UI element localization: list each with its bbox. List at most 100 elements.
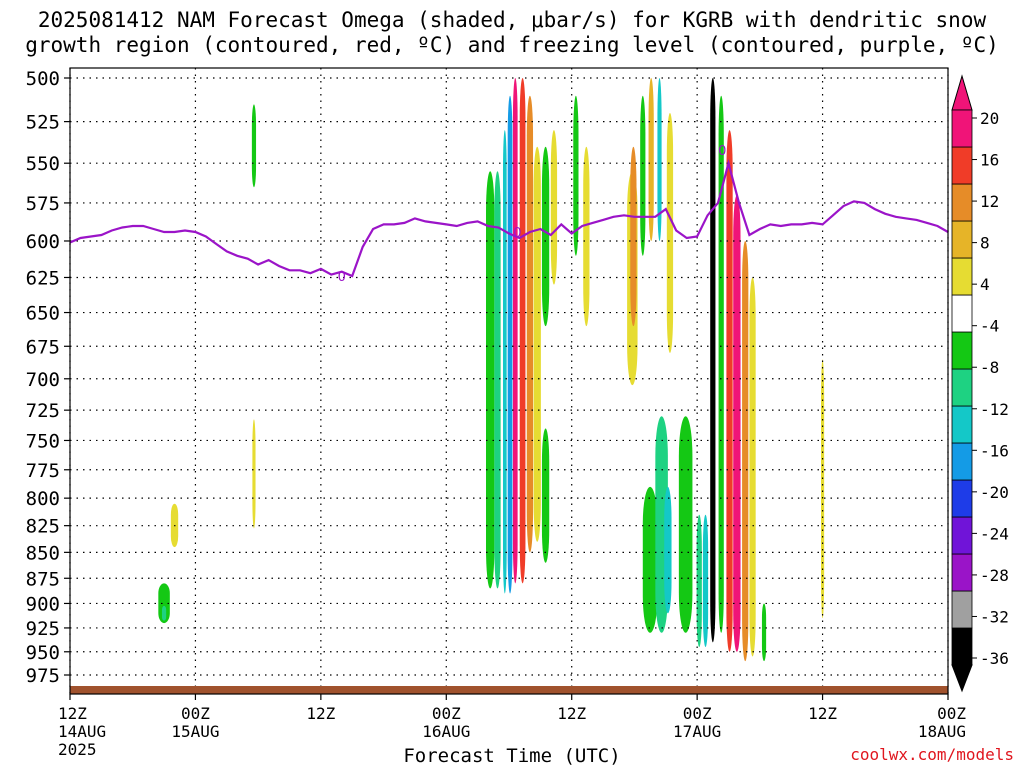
omega-blob — [678, 416, 693, 633]
chart-title-line-1: 2025081412 NAM Forecast Omega (shaded, μ… — [37, 8, 987, 32]
y-tick-label: 975 — [26, 665, 60, 687]
colorbar-label: 8 — [980, 234, 990, 253]
x-tick-label: 17AUG — [673, 722, 721, 741]
omega-blob — [507, 95, 513, 594]
omega-blob — [657, 78, 662, 241]
colorbar-bin — [951, 331, 973, 370]
colorbar-label: -32 — [980, 607, 1009, 626]
freezing-level-label: 0 — [718, 144, 726, 159]
colorbar-label: 16 — [980, 151, 999, 170]
freezing-level-contour: 0 0 0 — [70, 144, 949, 285]
omega-blob — [502, 130, 507, 594]
x-tick-label: 00Z — [432, 704, 461, 723]
omega-blob — [512, 78, 518, 584]
y-tick-label: 850 — [26, 542, 60, 564]
freezing-level-line — [70, 158, 949, 278]
x-tick-label: 14AUG — [58, 722, 106, 741]
omega-blob — [494, 171, 501, 589]
colorbar-label: 4 — [980, 275, 990, 294]
omega-blob — [486, 171, 495, 589]
omega-blob — [664, 486, 672, 614]
omega-blob — [710, 78, 716, 643]
colorbar-extend-low — [951, 664, 973, 693]
omega-blob — [573, 95, 579, 256]
colorbar-bin — [951, 368, 973, 407]
colorbar-bin — [951, 146, 973, 185]
colorbar-label: 20 — [980, 109, 999, 128]
colorbar-label: -24 — [980, 524, 1009, 543]
y-tick-label: 900 — [26, 593, 60, 615]
colorbar-label: -16 — [980, 441, 1009, 460]
colorbar-bin — [951, 479, 973, 518]
omega-blob — [726, 130, 733, 652]
y-tick-label: 800 — [26, 488, 60, 510]
y-tick-label: 575 — [26, 193, 60, 215]
omega-blob — [821, 359, 825, 619]
colorbar-label: -12 — [980, 400, 1009, 419]
colorbar-label: 12 — [980, 192, 999, 211]
x-tick-label: 16AUG — [422, 722, 470, 741]
omega-blob — [583, 146, 590, 327]
y-tick-label: 625 — [26, 267, 60, 289]
colorbar-bin — [951, 516, 973, 555]
omega-blob — [718, 95, 724, 633]
omega-blob — [519, 78, 526, 584]
colorbar-label: -20 — [980, 483, 1009, 502]
plot-border — [69, 67, 949, 695]
x-axis-label: Forecast Time (UTC) — [403, 745, 621, 767]
y-tick-label: 775 — [26, 460, 60, 482]
omega-blob — [251, 104, 257, 188]
omega-blob — [742, 240, 749, 662]
x-tick-label: 15AUG — [171, 722, 219, 741]
y-tick-label: 650 — [26, 303, 60, 325]
x-tick-label: 18AUG — [918, 722, 966, 741]
omega-blob — [526, 95, 534, 553]
colorbar-bin — [951, 553, 973, 592]
omega-blob — [761, 603, 767, 662]
y-tick-label: 950 — [26, 642, 60, 664]
omega-blob — [702, 514, 709, 648]
colorbar-label: -36 — [980, 649, 1009, 668]
y-tick-label: 675 — [26, 336, 60, 358]
freezing-level-label: 0 — [338, 270, 346, 285]
y-tick-label: 550 — [26, 153, 60, 175]
x-tick-label: 12Z — [808, 704, 837, 723]
omega-blob — [642, 486, 658, 633]
omega-blob — [630, 146, 637, 327]
omega-blob — [696, 514, 702, 648]
colorbar-label: -4 — [980, 317, 999, 336]
omega-blob — [733, 195, 741, 652]
colorbar-bin — [951, 294, 973, 333]
credit-text: coolwx.com/models — [850, 745, 1014, 764]
colorbar-bin — [951, 109, 973, 148]
colorbar-extend-high — [951, 74, 973, 111]
y-tick-label: 525 — [26, 112, 60, 134]
chart-title-line-2: growth region (contoured, red, ºC) and f… — [25, 33, 999, 57]
omega-blob — [640, 95, 646, 256]
y-tick-label: 700 — [26, 369, 60, 391]
omega-blob — [541, 146, 550, 327]
y-tick-label: 925 — [26, 618, 60, 640]
omega-blob — [541, 428, 550, 563]
y-axis-pressure-ticks: 500 525 550 575 600 625 650 675 700 725 750 775 800 8… — [26, 68, 70, 687]
colorbar-bin — [951, 183, 973, 222]
omega-shading — [158, 78, 825, 662]
colorbar-bin — [951, 405, 973, 444]
ground-terrain — [70, 686, 948, 694]
x-tick-label: 12Z — [557, 704, 586, 723]
x-tick-label: 12Z — [306, 704, 335, 723]
colorbar-bin — [951, 442, 973, 481]
colorbar-bin — [951, 257, 973, 296]
omega-blob — [252, 419, 256, 529]
colorbar: 20 16 12 8 4 -4 -8 -12 -16 -20 -24 -28 -32 -36 — [951, 74, 1009, 693]
y-tick-label: 825 — [26, 516, 60, 538]
omega-blob — [749, 277, 756, 657]
colorbar-bin — [951, 590, 973, 629]
x-tick-label: 12Z — [58, 704, 87, 723]
omega-blob — [161, 605, 167, 621]
freezing-level-label: 0 — [513, 226, 521, 241]
colorbar-bin — [951, 627, 973, 666]
omega-blob — [666, 113, 674, 353]
